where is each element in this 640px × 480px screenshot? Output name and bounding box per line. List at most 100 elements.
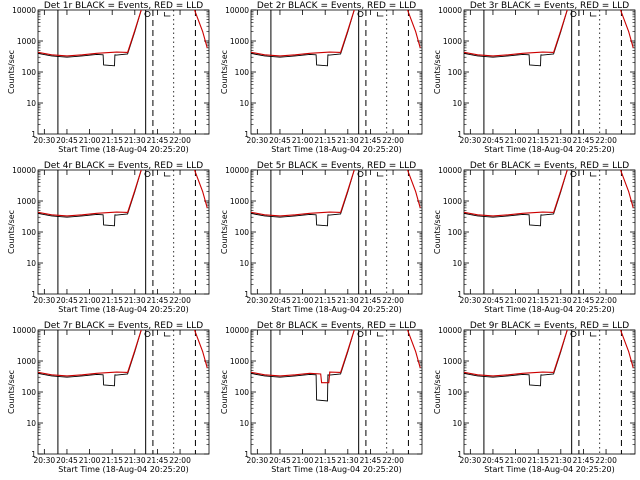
events-series-line [38,330,142,387]
chart-title: Det 2r BLACK = Events, RED = LLD [257,1,416,11]
x-tick-label: 21:45 [147,136,169,145]
events-series-line [38,170,142,227]
attenuator-marker [163,172,171,177]
attenuator-marker [163,12,171,17]
chart-title: Det 8r BLACK = Events, RED = LLD [257,321,416,331]
y-axis-label: Counts/sec [7,50,16,94]
y-tick-label: 1 [457,290,462,299]
x-tick-label: 21:30 [124,136,146,145]
x-tick-label: 21:15 [314,296,336,305]
plot-frame [250,169,423,295]
x-tick-label: 21:45 [147,296,169,305]
chart-title: Det 3r BLACK = Events, RED = LLD [470,1,629,11]
y-tick-label: 100 [22,388,37,397]
x-axis-label: Start Time (18-Aug-04 20:25:20) [484,465,615,474]
y-tick-label: 1000 [17,37,36,46]
x-tick-label: 21:30 [550,136,572,145]
y-axis-label: Counts/sec [433,50,442,94]
x-tick-label: 20:45 [56,296,78,305]
y-tick-label: 1 [457,450,462,459]
y-tick-label: 1 [457,130,462,139]
peak-marker-circle [357,170,364,177]
x-tick-label: 20:30 [247,296,269,305]
lld-series-line [38,10,208,57]
x-tick-label: 21:45 [360,136,382,145]
y-tick-label: 1000 [443,197,462,206]
x-tick-label: 20:30 [34,456,56,465]
panel-det-7: Det 7r BLACK = Events, RED = LLD 1 10 100 10… [7,321,210,474]
x-tick-label: 21:30 [550,296,572,305]
x-tick-label: 20:45 [482,296,504,305]
y-tick-label: 100 [22,68,37,77]
y-tick-label: 10000 [225,166,249,175]
x-tick-label: 20:30 [247,456,269,465]
y-tick-label: 10 [239,99,249,108]
panel-det-2: Det 2r BLACK = Events, RED = LLD 1 10 100 10… [220,1,423,154]
y-tick-label: 100 [235,228,250,237]
data-layer [464,10,634,134]
y-tick-label: 1000 [230,357,249,366]
x-axis-label: Start Time (18-Aug-04 20:25:20) [58,465,189,474]
y-tick-label: 10 [239,419,249,428]
y-tick-label: 1000 [443,357,462,366]
events-series-line [38,10,142,67]
x-tick-label: 21:30 [337,456,359,465]
y-tick-label: 10000 [438,166,462,175]
y-tick-label: 10000 [12,166,36,175]
x-tick-label: 21:30 [337,136,359,145]
y-tick-label: 1 [31,450,36,459]
x-axis-label: Start Time (18-Aug-04 20:25:20) [271,145,402,154]
events-series-line [464,10,568,67]
y-tick-label: 100 [22,228,37,237]
x-tick-label: 22:00 [169,456,191,465]
y-tick-label: 1000 [230,37,249,46]
x-tick-label: 21:30 [124,456,146,465]
y-axis-label: Counts/sec [220,370,229,414]
x-tick-label: 21:00 [292,296,314,305]
data-layer [251,170,421,294]
y-tick-label: 10000 [12,326,36,335]
x-tick-label: 21:15 [314,456,336,465]
panel-det-4: Det 4r BLACK = Events, RED = LLD 1 10 100 10… [7,161,210,314]
lld-series-line [464,10,634,57]
y-tick-label: 1 [244,130,249,139]
y-tick-label: 10 [452,419,462,428]
panel-det-5: Det 5r BLACK = Events, RED = LLD 1 10 100 10… [220,161,423,314]
y-tick-label: 10 [26,419,36,428]
peak-marker-circle [144,10,151,17]
x-axis-label: Start Time (18-Aug-04 20:25:20) [271,305,402,314]
x-tick-label: 22:00 [169,136,191,145]
y-tick-label: 100 [235,68,250,77]
peak-marker-circle [570,330,577,337]
x-tick-label: 21:00 [505,456,527,465]
chart-title: Det 1r BLACK = Events, RED = LLD [44,1,203,11]
data-layer [38,330,208,454]
x-tick-label: 22:00 [382,456,404,465]
x-tick-label: 21:45 [573,456,595,465]
y-tick-label: 10000 [12,6,36,15]
attenuator-marker [589,332,597,337]
data-layer [251,10,421,134]
peak-marker-circle [144,170,151,177]
x-tick-label: 20:45 [269,456,291,465]
peak-marker-circle [570,170,577,177]
peak-marker-circle [357,10,364,17]
panel-det-3: Det 3r BLACK = Events, RED = LLD 1 10 100 10… [433,1,636,154]
y-tick-label: 100 [448,228,463,237]
x-tick-label: 20:45 [269,136,291,145]
events-series-line [464,330,568,387]
x-tick-label: 20:45 [269,296,291,305]
chart-title: Det 9r BLACK = Events, RED = LLD [470,321,629,331]
x-tick-label: 21:15 [527,296,549,305]
x-tick-label: 21:45 [573,296,595,305]
x-tick-label: 21:15 [101,456,123,465]
y-tick-label: 10 [26,259,36,268]
x-axis-label: Start Time (18-Aug-04 20:25:20) [484,145,615,154]
y-axis-label: Counts/sec [220,210,229,254]
lld-series-line [464,170,634,217]
x-tick-label: 21:00 [505,136,527,145]
x-tick-label: 20:30 [34,296,56,305]
data-layer [251,330,421,454]
y-tick-label: 10 [239,259,249,268]
x-axis-label: Start Time (18-Aug-04 20:25:20) [484,305,615,314]
